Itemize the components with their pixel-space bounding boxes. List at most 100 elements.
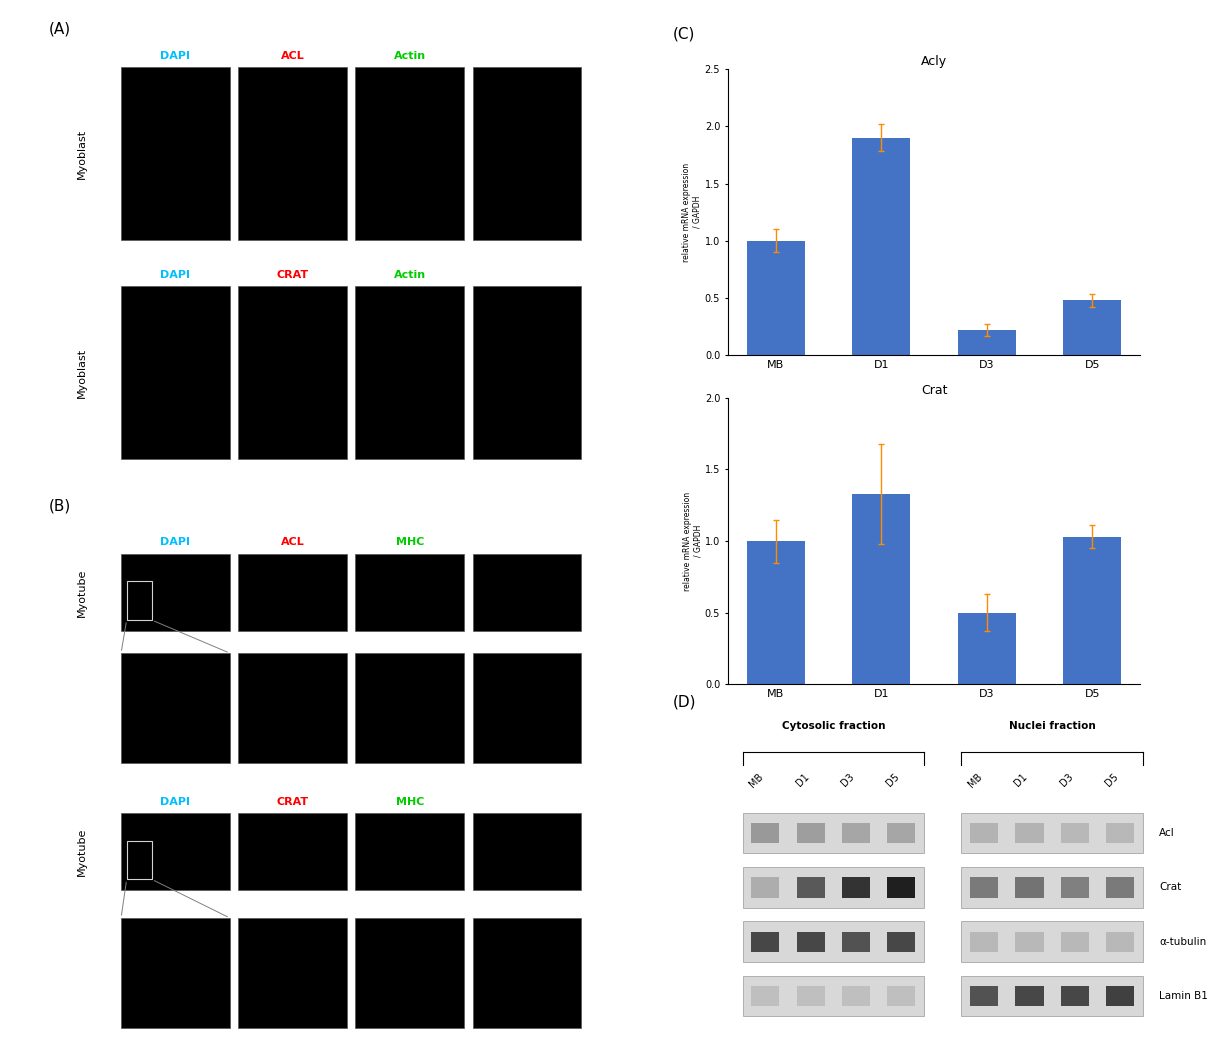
Text: DAPI: DAPI [160, 537, 190, 547]
Bar [842, 823, 870, 843]
Bar [1015, 986, 1043, 1006]
Bar [888, 877, 916, 898]
Bar [970, 823, 998, 843]
Y-axis label: relative mRNA expression
/ GAPDH: relative mRNA expression / GAPDH [683, 491, 702, 591]
Bar [1106, 932, 1134, 952]
Text: Crat: Crat [1158, 883, 1181, 892]
Text: MHC: MHC [395, 797, 425, 806]
Bar [355, 67, 465, 240]
Text: Actin: Actin [394, 271, 426, 280]
Text: Merge: Merge [507, 537, 547, 547]
Text: D3: D3 [839, 772, 856, 788]
Bar [238, 67, 347, 240]
Text: Cytosolic fraction: Cytosolic fraction [781, 721, 885, 731]
Text: Myoblast: Myoblast [76, 128, 87, 178]
Bar [121, 67, 230, 240]
Bar [473, 554, 581, 631]
Title: Acly: Acly [921, 55, 947, 68]
Bar [121, 813, 230, 890]
Bar [888, 986, 916, 1006]
Bar [238, 813, 347, 890]
Y-axis label: relative mRNA expression
/ GAPDH: relative mRNA expression / GAPDH [683, 162, 702, 262]
Bar [842, 932, 870, 952]
Bar [888, 823, 916, 843]
Text: α-tubulin: α-tubulin [1158, 937, 1206, 946]
Bar [746, 541, 804, 684]
Bar [126, 840, 152, 880]
Bar [853, 138, 910, 355]
Text: Myotube: Myotube [76, 828, 87, 876]
Text: MHC: MHC [395, 537, 425, 547]
Bar [1106, 823, 1134, 843]
Bar [1064, 537, 1122, 684]
Text: (D): (D) [673, 695, 696, 710]
Bar [797, 932, 825, 952]
Bar [958, 330, 1015, 355]
Bar [1015, 823, 1043, 843]
Bar [238, 654, 347, 764]
Bar [742, 813, 924, 853]
Text: ACL: ACL [280, 51, 304, 62]
Bar [888, 932, 916, 952]
Text: D1: D1 [793, 772, 810, 788]
Text: Lamin B1: Lamin B1 [1158, 991, 1208, 1002]
Text: Merge: Merge [507, 51, 547, 62]
Bar [355, 554, 465, 631]
Bar [121, 285, 230, 459]
Bar [126, 581, 152, 620]
Bar [1061, 823, 1089, 843]
Text: DAPI: DAPI [160, 51, 190, 62]
Bar [473, 813, 581, 890]
Text: Myotube: Myotube [76, 569, 87, 616]
Text: D5: D5 [1104, 772, 1121, 789]
Bar [473, 654, 581, 764]
Title: Crat: Crat [921, 384, 947, 397]
Text: ACL: ACL [280, 537, 304, 547]
Bar [1061, 877, 1089, 898]
Text: (C): (C) [673, 27, 695, 41]
Bar [797, 823, 825, 843]
Bar [355, 654, 465, 764]
Text: Merge: Merge [507, 797, 547, 806]
Text: D1: D1 [1013, 772, 1030, 788]
Bar [238, 554, 347, 631]
Bar [1015, 877, 1043, 898]
Bar [355, 918, 465, 1028]
Bar [238, 285, 347, 459]
Bar [355, 813, 465, 890]
Text: D5: D5 [884, 772, 901, 789]
Text: Merge: Merge [507, 271, 547, 280]
Bar [751, 823, 779, 843]
Bar [1064, 300, 1122, 355]
Text: Actin: Actin [394, 51, 426, 62]
Bar [1106, 986, 1134, 1006]
Bar [1106, 877, 1134, 898]
Bar [121, 918, 230, 1028]
Bar [746, 241, 804, 355]
Text: (A): (A) [49, 21, 70, 36]
Bar [962, 921, 1143, 962]
Text: CRAT: CRAT [277, 271, 308, 280]
Bar [853, 493, 910, 684]
Bar [962, 976, 1143, 1016]
Text: Myoblast: Myoblast [76, 347, 87, 398]
Bar [962, 867, 1143, 908]
Bar [958, 613, 1015, 684]
Bar [797, 877, 825, 898]
Text: (B): (B) [49, 499, 70, 514]
Text: DAPI: DAPI [160, 271, 190, 280]
Text: Nuclei fraction: Nuclei fraction [1009, 721, 1095, 731]
Bar [238, 918, 347, 1028]
Text: MB: MB [967, 772, 984, 789]
Bar [751, 877, 779, 898]
Text: DAPI: DAPI [160, 797, 190, 806]
Text: Acl: Acl [1158, 828, 1174, 838]
Text: D3: D3 [1058, 772, 1075, 788]
Bar [473, 918, 581, 1028]
Bar [797, 986, 825, 1006]
Bar [742, 976, 924, 1016]
Bar [842, 877, 870, 898]
Bar [355, 285, 465, 459]
Text: MB: MB [747, 772, 765, 789]
Bar [842, 986, 870, 1006]
